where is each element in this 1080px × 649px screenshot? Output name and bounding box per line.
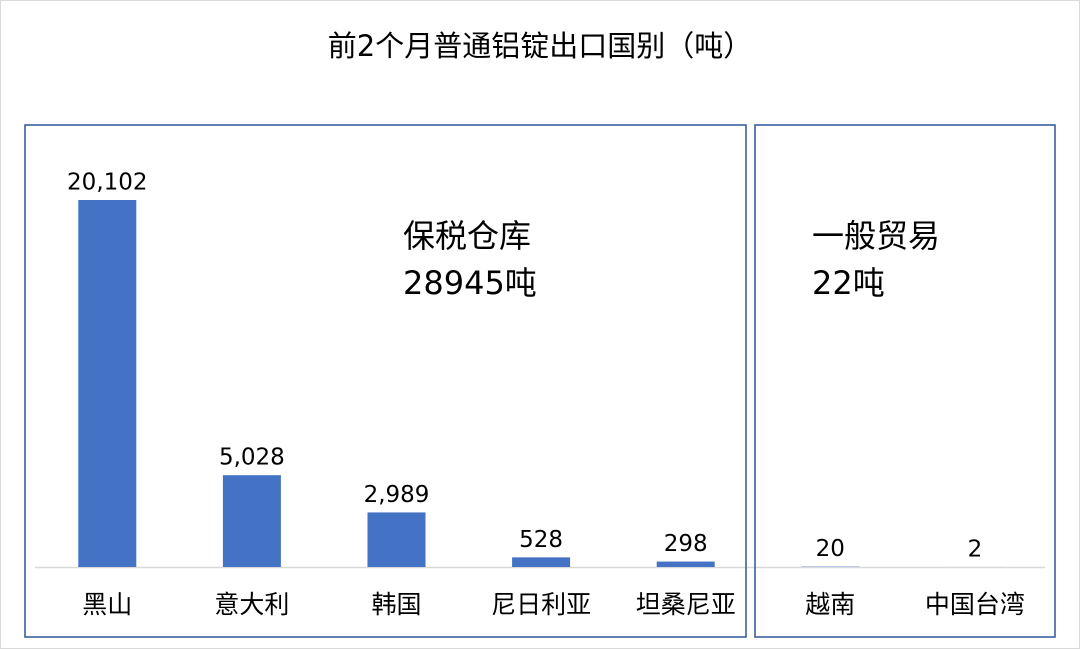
value-label: 298 <box>664 531 708 557</box>
value-label: 20,102 <box>67 170 147 196</box>
chart-title: 前2个月普通铝锭出口国别（吨） <box>328 29 752 63</box>
bar <box>367 512 426 567</box>
x-tick-label: 黑山 <box>82 590 132 619</box>
annotation: 22吨 <box>812 264 885 302</box>
bar <box>656 561 715 567</box>
group-box <box>24 124 747 638</box>
x-tick-label: 意大利 <box>214 590 289 619</box>
bar <box>78 200 137 567</box>
annotation: 保税仓库 <box>403 217 531 255</box>
x-tick-label: 坦桑尼亚 <box>636 590 736 619</box>
bar <box>222 475 281 567</box>
value-label: 2,989 <box>364 482 430 508</box>
group-box <box>754 124 1056 638</box>
x-tick-label: 韩国 <box>371 590 421 619</box>
annotation: 一般贸易 <box>812 217 940 255</box>
value-label: 2 <box>968 536 983 562</box>
annotation: 28945吨 <box>403 264 537 302</box>
value-label: 20 <box>816 536 845 562</box>
bar <box>512 557 571 567</box>
x-tick-label: 中国台湾 <box>925 590 1025 619</box>
value-label: 528 <box>519 527 563 553</box>
x-tick-label: 越南 <box>805 590 855 619</box>
value-label: 5,028 <box>219 445 285 471</box>
x-tick-label: 尼日利亚 <box>491 590 591 619</box>
